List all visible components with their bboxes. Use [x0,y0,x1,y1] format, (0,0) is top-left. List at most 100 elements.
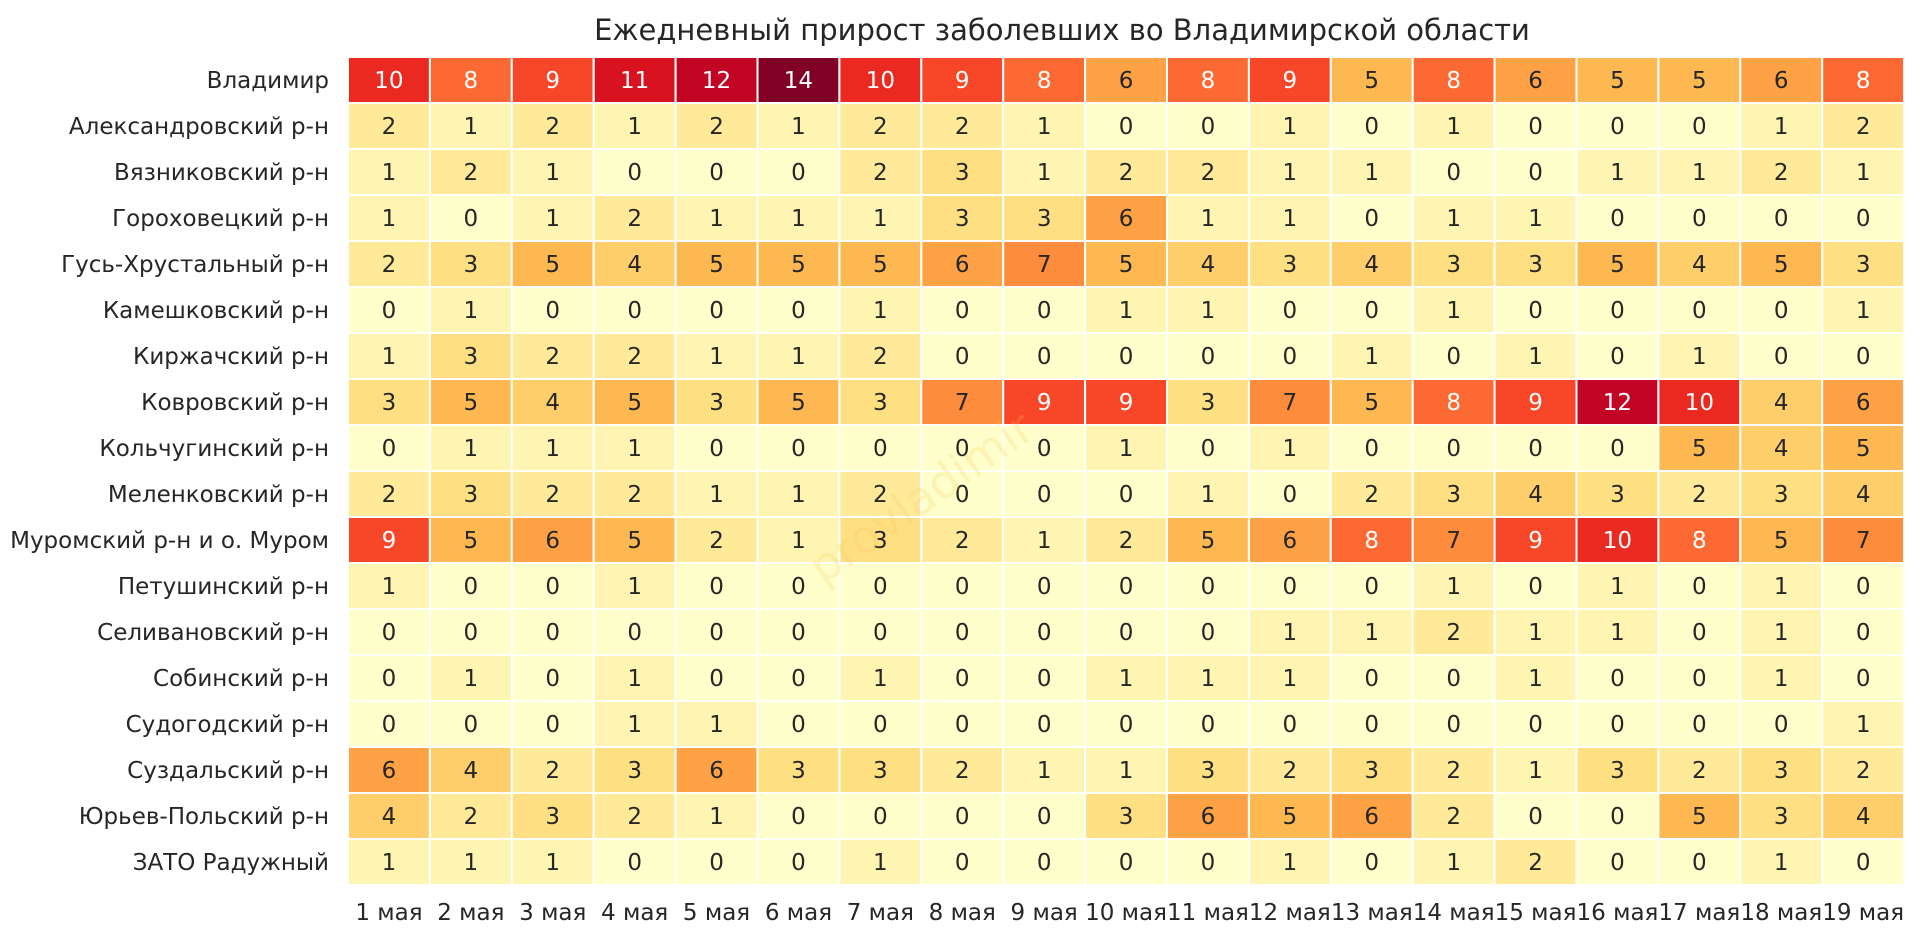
cell-value: 0 [791,850,806,876]
heatmap-cell [1657,56,1742,104]
cell-value: 0 [1119,620,1134,646]
cell-value: 0 [873,620,888,646]
row-label: Кольчугинский р-н [99,436,329,462]
cell-value: 1 [464,298,479,324]
column-label: 1 мая [355,900,422,926]
cell-value: 6 [1119,206,1134,232]
cell-value: 0 [1037,850,1052,876]
heatmap-cell [1329,838,1414,886]
cell-value: 2 [1283,758,1298,784]
cell-value: 1 [1774,850,1789,876]
cell-value: 0 [1446,666,1461,692]
heatmap-cell [510,516,595,564]
heatmap-cell [428,838,513,886]
column-label: 8 мая [929,900,996,926]
cell-value: 7 [1037,252,1052,278]
heatmap-cell [1084,378,1168,426]
cell-value: 1 [1283,620,1298,646]
cell-value: 1 [1856,298,1871,324]
heatmap-cell [1821,700,1906,748]
cell-value: 0 [1201,114,1216,140]
heatmap-cell [838,470,923,518]
heatmap-cell [1084,286,1168,334]
cell-value: 1 [1610,620,1625,646]
heatmap-cell [428,240,513,288]
cell-value: 1 [1446,574,1461,600]
cell-value: 0 [464,620,479,646]
heatmap-cell [592,286,677,334]
heatmap-cell [510,286,595,334]
cell-value: 1 [1119,666,1134,692]
column-label: 2 мая [437,900,504,926]
heatmap-cell [1493,332,1578,380]
cell-value: 1 [382,574,397,600]
cell-value: 9 [1283,68,1298,94]
cell-value: 0 [1201,620,1216,646]
cell-value: 1 [1528,620,1543,646]
heatmap-cell [428,102,513,150]
cell-value: 10 [1685,390,1714,416]
heatmap-cell [1247,562,1332,610]
heatmap-cell [1575,654,1660,702]
cell-value: 0 [1610,804,1625,830]
cell-value: 0 [1528,712,1543,738]
cell-value: 0 [955,344,970,370]
cell-value: 0 [955,482,970,508]
heatmap-cell [1247,516,1332,564]
cell-value: 1 [1364,344,1379,370]
cell-value: 0 [1364,114,1379,140]
heatmap-cell [1821,608,1906,656]
heatmap-cell [347,286,431,334]
heatmap-cell [1411,332,1496,380]
cell-value: 0 [873,804,888,830]
heatmap-cell [1575,378,1660,426]
cell-value: 1 [1037,114,1052,140]
heatmap-cell [1657,286,1742,334]
cell-value: 2 [545,482,560,508]
heatmap-cell [674,240,759,288]
cell-value: 0 [464,712,479,738]
cell-value: 3 [464,344,479,370]
cell-value: 6 [1856,390,1871,416]
heatmap-cell [1411,378,1496,426]
heatmap-cell [1166,194,1250,242]
cell-value: 1 [1283,666,1298,692]
heatmap-cell [1247,148,1332,196]
heatmap-cell [1329,240,1414,288]
heatmap-cell [1084,56,1168,104]
cell-value: 0 [1610,850,1625,876]
cell-value: 0 [1774,206,1789,232]
column-label: 11 мая [1167,900,1249,926]
cell-value: 0 [1446,160,1461,186]
cell-value: 1 [1364,620,1379,646]
heatmap-cell [1657,516,1742,564]
cell-value: 1 [1037,758,1052,784]
cell-value: 1 [1037,528,1052,554]
cell-value: 1 [709,344,724,370]
cell-value: 1 [791,344,806,370]
cell-value: 1 [1856,712,1871,738]
cell-value: 1 [1446,114,1461,140]
cell-value: 8 [1692,528,1707,554]
heatmap-cell [1084,562,1168,610]
cell-value: 0 [1119,850,1134,876]
heatmap-cell [347,792,431,840]
cell-value: 0 [1446,436,1461,462]
row-label: Гороховецкий р-н [112,206,329,232]
cell-value: 2 [545,344,560,370]
heatmap-cell [1657,148,1742,196]
cell-value: 2 [382,252,397,278]
cell-value: 1 [1528,666,1543,692]
column-label: 10 мая [1085,900,1167,926]
cell-value: 9 [545,68,560,94]
cell-value: 0 [1692,298,1707,324]
cell-value: 4 [1856,804,1871,830]
heatmap-cell [1247,102,1332,150]
cell-value: 0 [627,298,642,324]
heatmap-cell [592,148,677,196]
cell-value: 0 [545,298,560,324]
cell-value: 2 [709,114,724,140]
cell-value: 3 [1528,252,1543,278]
cell-value: 0 [1610,344,1625,370]
heatmap-cell [1084,102,1168,150]
